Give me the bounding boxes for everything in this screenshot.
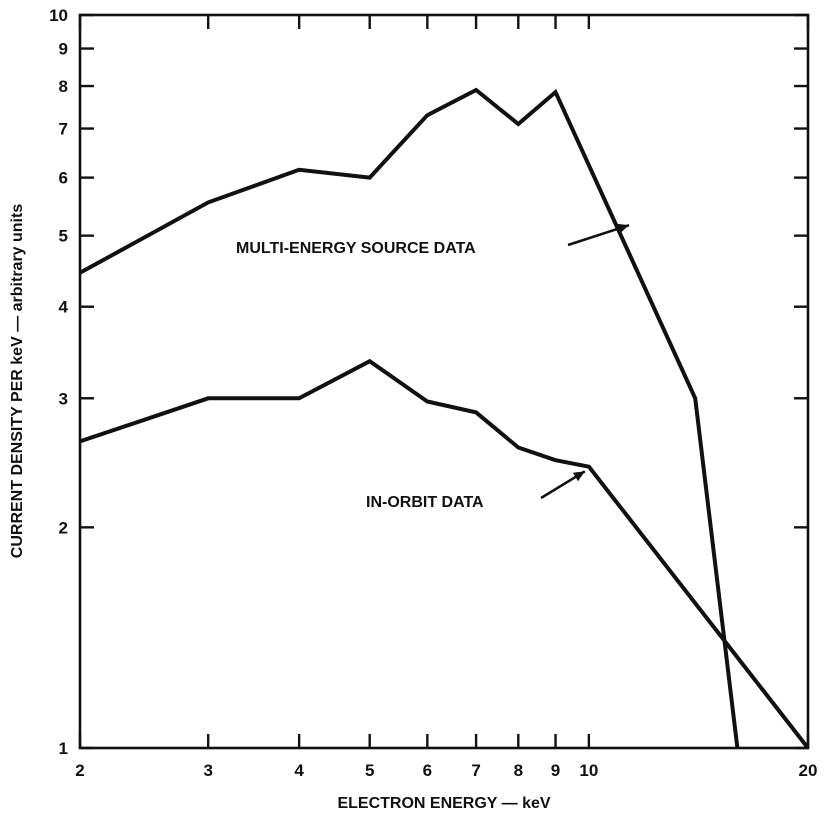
y-tick-label-9: 9 [59, 40, 68, 59]
annotation-label-1: MULTI-ENERGY SOURCE DATA [236, 240, 476, 257]
y-tick-label-4: 4 [59, 298, 69, 317]
y-tick-label-7: 7 [59, 120, 68, 139]
annotation-label-2: IN-ORBIT DATA [366, 494, 484, 511]
y-tick-label-6: 6 [59, 169, 68, 188]
y-tick-label-1: 1 [59, 739, 68, 758]
y-axis-title: CURRENT DENSITY PER keV — arbitrary unit… [9, 204, 26, 559]
series-line-1 [79, 87, 740, 749]
x-tick-label-4: 4 [294, 761, 304, 780]
x-tick-label-20: 20 [799, 761, 818, 780]
series-layer [79, 87, 810, 750]
x-tick-label-7: 7 [471, 761, 480, 780]
x-tick-label-5: 5 [365, 761, 374, 780]
x-axis-ticks: 2 3 4 5 6 7 8 9 10 20 [75, 15, 817, 780]
x-tick-label-8: 8 [514, 761, 523, 780]
x-tick-label-10: 10 [579, 761, 598, 780]
y-tick-label-3: 3 [59, 389, 68, 408]
series-line-2 [79, 358, 810, 750]
y-axis-ticks: 1 2 3 4 5 6 7 8 9 10 [49, 6, 808, 758]
annotation-layer: MULTI-ENERGY SOURCE DATA IN-ORBIT DATA [236, 223, 630, 511]
x-tick-label-3: 3 [203, 761, 212, 780]
x-tick-label-2: 2 [75, 761, 84, 780]
y-tick-label-10: 10 [49, 6, 68, 25]
y-tick-label-2: 2 [59, 518, 68, 537]
x-tick-label-6: 6 [423, 761, 432, 780]
plot-frame [78, 13, 810, 750]
annotation-arrowhead-1 [617, 223, 630, 234]
annotation-arrowhead-2 [572, 471, 585, 482]
y-tick-label-5: 5 [59, 227, 68, 246]
x-tick-label-9: 9 [551, 761, 560, 780]
x-axis-title: ELECTRON ENERGY — keV [337, 795, 550, 812]
y-tick-label-8: 8 [59, 77, 68, 96]
